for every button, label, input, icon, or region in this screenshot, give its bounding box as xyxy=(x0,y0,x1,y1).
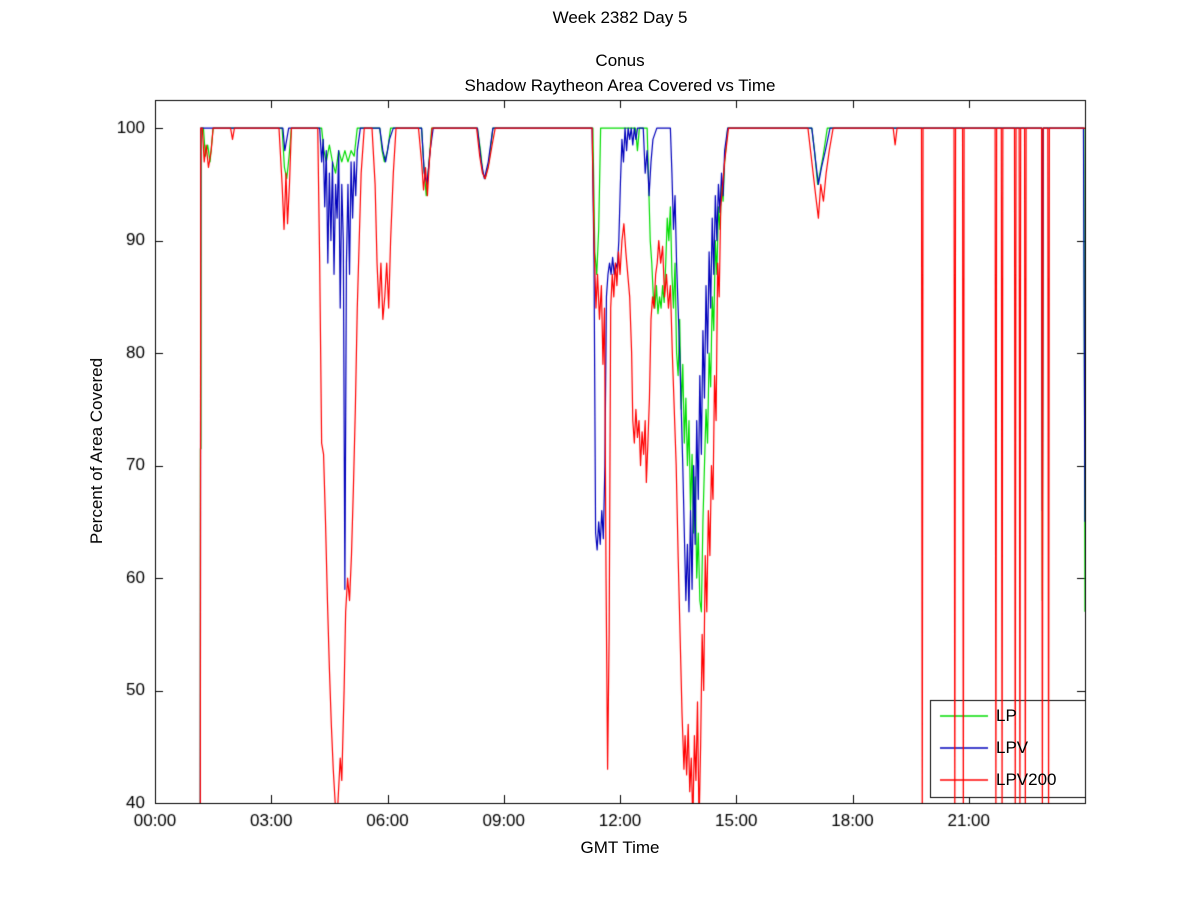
x-axis-label: GMT Time xyxy=(580,838,660,857)
chart-title: Conus xyxy=(595,51,645,70)
legend-item-lpv200: LPV200 xyxy=(996,770,1057,789)
legend-item-lp: LP xyxy=(996,706,1017,725)
y-axis-label: Percent of Area Covered xyxy=(87,357,106,545)
legend-item-lpv: LPV xyxy=(996,738,1029,757)
chart-subtitle: Shadow Raytheon Area Covered vs Time xyxy=(464,76,776,95)
figure-suptitle: Week 2382 Day 5 xyxy=(552,8,688,27)
